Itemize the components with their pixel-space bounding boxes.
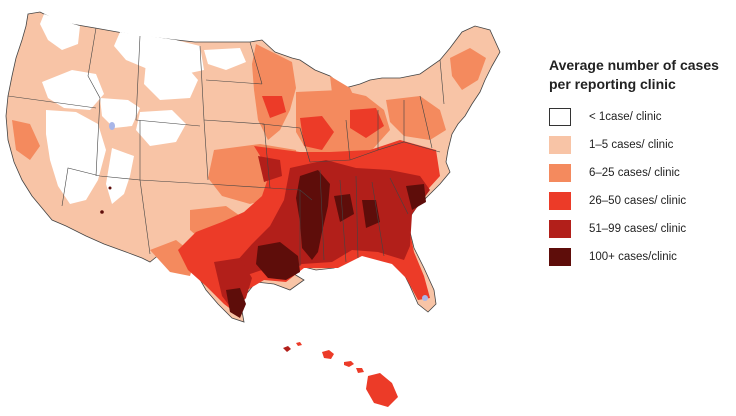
region-max [256, 242, 300, 280]
legend-item: 1–5 cases/ clinic [549, 135, 734, 154]
legend-swatch [549, 163, 571, 182]
region-max [406, 184, 426, 210]
legend-label: < 1case/ clinic [589, 110, 662, 123]
region-mid [450, 48, 486, 90]
region-none [106, 148, 134, 204]
legend-swatch [549, 219, 571, 238]
region-max [296, 170, 330, 260]
legend-swatch [549, 135, 571, 154]
region-max [362, 200, 380, 228]
legend-label: 6–25 cases/ clinic [589, 166, 680, 179]
legend-swatch [549, 247, 571, 266]
legend-title-line2: per reporting clinic [549, 76, 676, 92]
region-none [42, 70, 104, 110]
legend-label: 100+ cases/clinic [589, 250, 677, 263]
legend-title-line1: Average number of cases [549, 57, 719, 73]
legend-label: 26–50 cases/ clinic [589, 194, 687, 207]
legend-title: Average number of cases per reporting cl… [549, 56, 734, 94]
region-none [114, 32, 204, 76]
legend-item: 51–99 cases/ clinic [549, 219, 734, 238]
legend-label: 51–99 cases/ clinic [589, 222, 687, 235]
hotspot-dot [108, 186, 112, 190]
region-none [136, 110, 186, 146]
region-none [40, 14, 80, 50]
region-mid [12, 120, 40, 160]
region-none [46, 110, 106, 204]
us-map [5, 11, 501, 407]
region-vhigh [258, 156, 282, 182]
region-none [100, 98, 140, 128]
region-high [300, 116, 334, 150]
region-none [144, 62, 198, 100]
legend-item: 100+ cases/clinic [549, 247, 734, 266]
legend-item: 6–25 cases/ clinic [549, 163, 734, 182]
state-borders [7, 27, 445, 266]
region-high [262, 96, 286, 118]
region-max [334, 194, 354, 222]
region-high [350, 108, 384, 138]
lake [422, 295, 428, 301]
legend-item: < 1case/ clinic [549, 107, 734, 126]
lake [109, 122, 115, 130]
legend-item: 26–50 cases/ clinic [549, 191, 734, 210]
legend-swatch [549, 107, 571, 126]
region-max [226, 288, 246, 318]
region-none [204, 48, 246, 70]
hawaii [283, 342, 398, 407]
region-mid [252, 44, 296, 140]
legend: Average number of cases per reporting cl… [549, 56, 734, 275]
region-mid [386, 96, 446, 140]
hotspot-dot [100, 210, 104, 214]
legend-label: 1–5 cases/ clinic [589, 138, 674, 151]
legend-swatch [549, 191, 571, 210]
